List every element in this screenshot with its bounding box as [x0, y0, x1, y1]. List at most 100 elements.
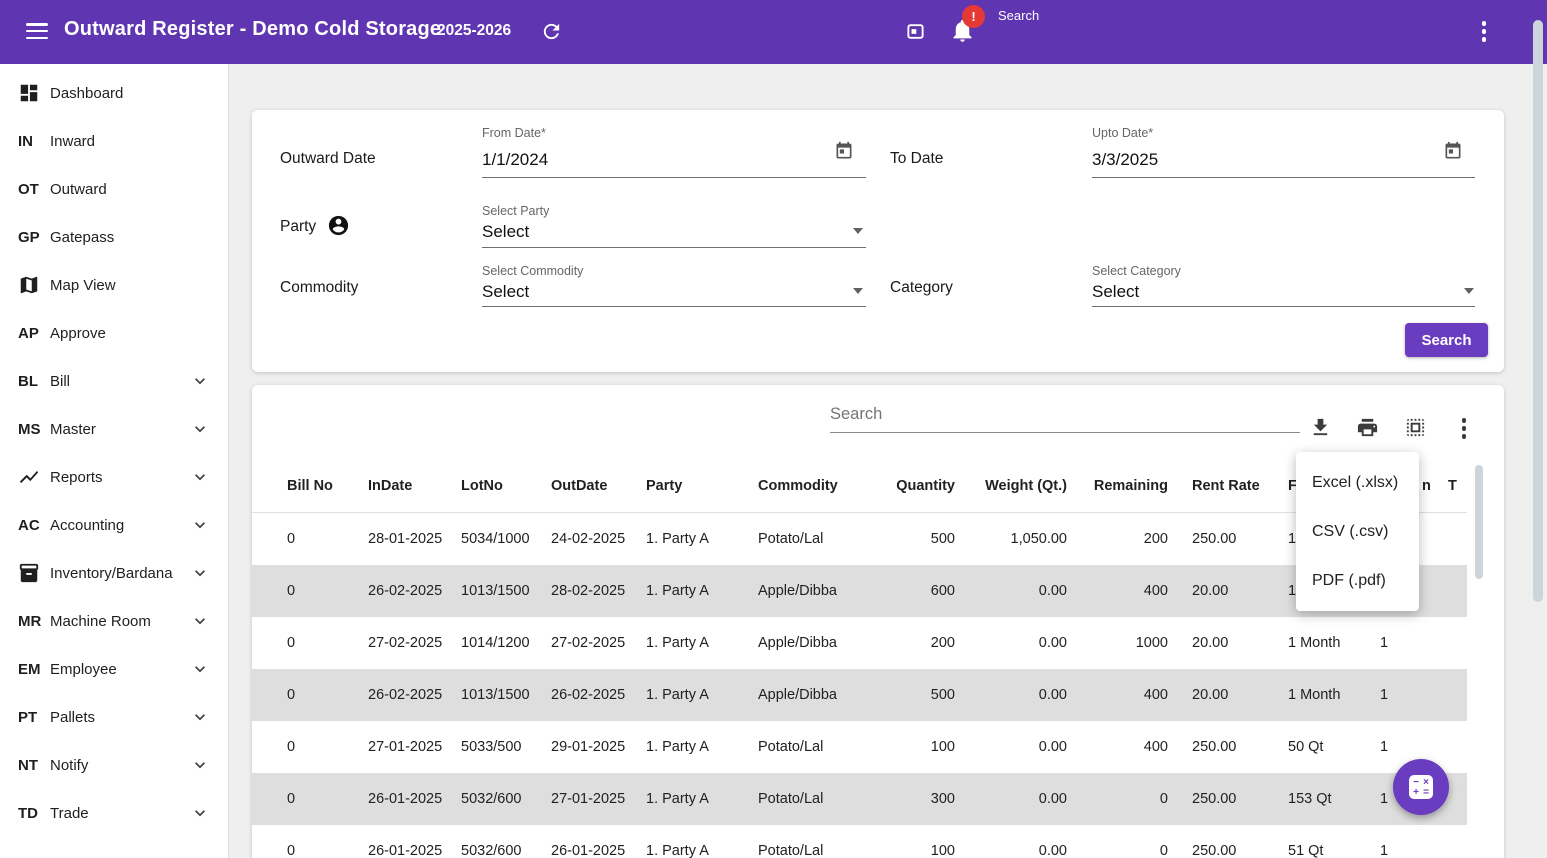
upto-date-input[interactable]: [1092, 150, 1475, 178]
print-icon[interactable]: [1356, 416, 1379, 444]
sidebar-item-machine-room[interactable]: MR Machine Room: [0, 597, 228, 645]
column-header-n[interactable]: n: [1422, 478, 1431, 494]
sidebar-item-bill[interactable]: BL Bill: [0, 357, 228, 405]
sidebar-item-gatepass[interactable]: GP Gatepass: [0, 213, 228, 261]
sidebar-item-label: Trade: [50, 804, 89, 822]
sidebar-prefix-in: IN: [18, 132, 33, 150]
sidebar-item-outward[interactable]: OT Outward: [0, 165, 228, 213]
table-cell: 26-01-2025: [368, 843, 443, 858]
sidebar-item-trade[interactable]: TD Trade: [0, 789, 228, 837]
export-option-pdf-pdf[interactable]: PDF (.pdf): [1312, 572, 1386, 589]
column-header-rent-rate[interactable]: Rent Rate: [1192, 478, 1260, 494]
sidebar-item-dashboard[interactable]: Dashboard: [0, 69, 228, 117]
column-header-lotno[interactable]: LotNo: [461, 478, 503, 494]
sidebar-item-inventory-bardana[interactable]: Inventory/Bardana: [0, 549, 228, 597]
table-cell: 26-01-2025: [551, 843, 626, 858]
table-row[interactable]: 0 27-02-2025 1014/1200 27-02-2025 1. Party A…: [252, 617, 1467, 669]
calculator-icon: − × + =: [1409, 775, 1433, 799]
category-select[interactable]: Select: [1092, 282, 1140, 301]
sidebar-item-approve[interactable]: AP Approve: [0, 309, 228, 357]
sidebar-prefix-bl: BL: [18, 372, 38, 390]
window-icon[interactable]: [906, 22, 925, 46]
column-header-indate[interactable]: InDate: [368, 478, 413, 494]
sidebar-item-pallets[interactable]: PT Pallets: [0, 693, 228, 741]
table-cell: 250.00: [1192, 739, 1237, 755]
table-cell: 1: [1380, 843, 1389, 858]
outward-date-label: Outward Date: [280, 150, 376, 167]
sidebar-item-label: Machine Room: [50, 612, 151, 630]
column-header-f[interactable]: F: [1288, 478, 1297, 494]
column-header-t[interactable]: T: [1448, 478, 1457, 494]
table-cell: 100: [930, 739, 955, 755]
table-cell: Potato/Lal: [758, 843, 824, 858]
more-options-icon[interactable]: [1477, 21, 1491, 45]
table-cell: 27-02-2025: [368, 635, 443, 651]
table-row[interactable]: 0 26-01-2025 5032/600 26-01-2025 1. Party A P…: [252, 825, 1467, 858]
table-cell: 250.00: [1192, 531, 1237, 547]
table-cell: 0: [287, 687, 296, 703]
calendar-icon[interactable]: [834, 141, 854, 166]
table-row[interactable]: 0 26-02-2025 1013/1500 28-02-2025 1. Party A…: [252, 565, 1467, 617]
export-option-csv-csv[interactable]: CSV (.csv): [1312, 523, 1389, 540]
column-header-outdate[interactable]: OutDate: [551, 478, 608, 494]
calendar-icon[interactable]: [1443, 141, 1463, 166]
table-row[interactable]: 0 26-02-2025 1013/1500 26-02-2025 1. Party A…: [252, 669, 1467, 721]
app-bar: Outward Register - Demo Cold Storage 202…: [0, 0, 1547, 64]
from-date-input[interactable]: [482, 150, 866, 178]
sidebar-item-master[interactable]: MS Master: [0, 405, 228, 453]
table-row[interactable]: 0 26-01-2025 5032/600 27-01-2025 1. Party A P…: [252, 773, 1467, 825]
table-cell: 27-01-2025: [368, 739, 443, 755]
search-button[interactable]: Search: [1405, 323, 1488, 357]
table-row[interactable]: 0 27-01-2025 5033/500 29-01-2025 1. Party A P…: [252, 721, 1467, 773]
party-select[interactable]: Select: [482, 222, 530, 241]
sidebar-item-label: Gatepass: [50, 228, 115, 246]
sidebar-item-accounting[interactable]: AC Accounting: [0, 501, 228, 549]
table-cell: 1: [1380, 791, 1389, 807]
sidebar-prefix-ms: MS: [18, 420, 41, 438]
table-cell: 0.00: [1038, 687, 1067, 703]
select-category-label: Select Category: [1092, 264, 1181, 278]
table-cell: 250.00: [1192, 791, 1237, 807]
page-title: Outward Register - Demo Cold Storage: [64, 18, 442, 40]
upto-date-label: Upto Date*: [1092, 126, 1154, 140]
sidebar-item-inward[interactable]: IN Inward: [0, 117, 228, 165]
refresh-icon[interactable]: [540, 20, 563, 48]
table-search-input[interactable]: [830, 405, 1300, 433]
chart-icon: [18, 466, 50, 488]
column-header-bill-no[interactable]: Bill No: [287, 478, 333, 494]
table-cell: 0: [287, 791, 296, 807]
column-header-party[interactable]: Party: [646, 478, 683, 494]
page-scrollbar-thumb[interactable]: [1533, 20, 1543, 602]
map-icon: [18, 274, 50, 296]
sidebar-item-notify[interactable]: NT Notify: [0, 741, 228, 789]
table-row[interactable]: 0 28-01-2025 5034/1000 24-02-2025 1. Party A…: [252, 513, 1467, 565]
table-cell: 0: [287, 583, 296, 599]
table-cell: Apple/Dibba: [758, 583, 837, 599]
table-cell: 28-02-2025: [551, 583, 626, 599]
sidebar-item-reports[interactable]: Reports: [0, 453, 228, 501]
chevron-down-icon: [190, 371, 210, 396]
table-cell: 200: [1143, 531, 1168, 547]
commodity-select[interactable]: Select: [482, 282, 530, 301]
table-cell: 0.00: [1038, 583, 1067, 599]
export-option-excel-xlsx[interactable]: Excel (.xlsx): [1312, 474, 1399, 491]
column-header-remaining[interactable]: Remaining: [1093, 478, 1168, 494]
table-cell: 20.00: [1192, 687, 1229, 703]
select-all-icon[interactable]: [1404, 416, 1427, 444]
table-scrollbar-thumb[interactable]: [1475, 465, 1483, 579]
table-cell: 0: [287, 843, 296, 858]
menu-icon[interactable]: [26, 23, 48, 41]
sidebar-item-map-view[interactable]: Map View: [0, 261, 228, 309]
calculator-fab[interactable]: − × + =: [1393, 759, 1449, 815]
column-header-weight-qt[interactable]: Weight (Qt.): [985, 478, 1067, 494]
table-cell: 1: [1288, 583, 1297, 599]
table-cell: 1: [1288, 531, 1297, 547]
column-header-commodity[interactable]: Commodity: [758, 478, 838, 494]
table-more-options-icon[interactable]: [1457, 418, 1471, 442]
chevron-down-icon: [190, 659, 210, 684]
column-header-quantity[interactable]: Quantity: [896, 478, 955, 494]
download-icon[interactable]: [1309, 416, 1332, 444]
sidebar-prefix-td: TD: [18, 804, 38, 822]
sidebar-item-employee[interactable]: EM Employee: [0, 645, 228, 693]
